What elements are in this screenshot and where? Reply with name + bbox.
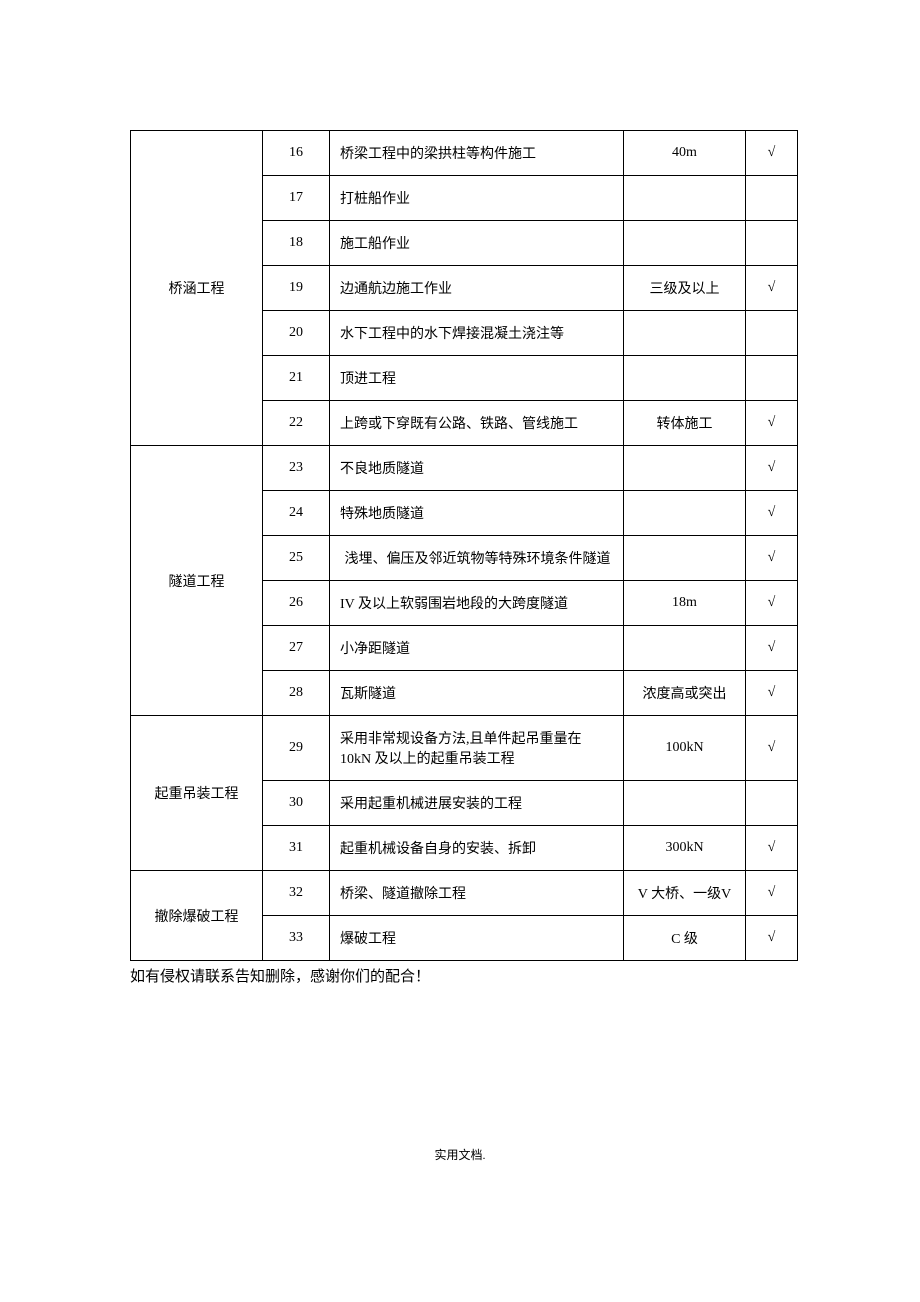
spec-cell — [624, 781, 746, 826]
description-cell: 采用起重机械进展安装的工程 — [330, 781, 624, 826]
spec-cell: 18m — [624, 581, 746, 626]
main-table: 桥涵工程16桥梁工程中的梁拱柱等构件施工40m√17打桩船作业18施工船作业19… — [130, 130, 798, 961]
spec-cell: 转体施工 — [624, 401, 746, 446]
spec-cell: 100kN — [624, 716, 746, 781]
table-row: 撤除爆破工程32桥梁、隧道撤除工程V 大桥、一级V√ — [131, 871, 798, 916]
spec-cell — [624, 221, 746, 266]
check-cell — [746, 356, 798, 401]
spec-cell — [624, 491, 746, 536]
check-cell: √ — [746, 671, 798, 716]
description-cell: 采用非常规设备方法,且单件起吊重量在 10kN 及以上的起重吊装工程 — [330, 716, 624, 781]
spec-cell — [624, 311, 746, 356]
description-cell: 顶进工程 — [330, 356, 624, 401]
category-cell: 隧道工程 — [131, 446, 263, 716]
spec-cell — [624, 626, 746, 671]
number-cell: 25 — [263, 536, 330, 581]
spec-cell: C 级 — [624, 916, 746, 961]
description-cell: 起重机械设备自身的安装、拆卸 — [330, 826, 624, 871]
check-cell: √ — [746, 871, 798, 916]
check-cell: √ — [746, 401, 798, 446]
number-cell: 18 — [263, 221, 330, 266]
number-cell: 22 — [263, 401, 330, 446]
description-cell: 不良地质隧道 — [330, 446, 624, 491]
check-cell: √ — [746, 716, 798, 781]
spec-cell: V 大桥、一级V — [624, 871, 746, 916]
category-cell: 起重吊装工程 — [131, 716, 263, 871]
spec-cell — [624, 536, 746, 581]
table-row: 桥涵工程16桥梁工程中的梁拱柱等构件施工40m√ — [131, 131, 798, 176]
spec-cell — [624, 446, 746, 491]
description-cell: 上跨或下穿既有公路、铁路、管线施工 — [330, 401, 624, 446]
check-cell — [746, 311, 798, 356]
table-row: 隧道工程23不良地质隧道√ — [131, 446, 798, 491]
number-cell: 20 — [263, 311, 330, 356]
number-cell: 23 — [263, 446, 330, 491]
check-cell: √ — [746, 916, 798, 961]
spec-cell: 浓度高或突出 — [624, 671, 746, 716]
description-cell: 浅埋、偏压及邻近筑物等特殊环境条件隧道 — [330, 536, 624, 581]
number-cell: 24 — [263, 491, 330, 536]
spec-cell: 三级及以上 — [624, 266, 746, 311]
description-cell: 边通航边施工作业 — [330, 266, 624, 311]
description-cell: 特殊地质隧道 — [330, 491, 624, 536]
spec-cell — [624, 176, 746, 221]
table-row: 起重吊装工程29采用非常规设备方法,且单件起吊重量在 10kN 及以上的起重吊装… — [131, 716, 798, 781]
description-cell: 桥梁工程中的梁拱柱等构件施工 — [330, 131, 624, 176]
check-cell — [746, 176, 798, 221]
check-cell: √ — [746, 491, 798, 536]
description-cell: 水下工程中的水下焊接混凝土浇注等 — [330, 311, 624, 356]
category-cell: 桥涵工程 — [131, 131, 263, 446]
number-cell: 27 — [263, 626, 330, 671]
spec-cell — [624, 356, 746, 401]
number-cell: 16 — [263, 131, 330, 176]
page-footer: 实用文档. — [130, 1146, 790, 1163]
number-cell: 32 — [263, 871, 330, 916]
check-cell: √ — [746, 536, 798, 581]
category-cell: 撤除爆破工程 — [131, 871, 263, 961]
description-cell: IV 及以上软弱围岩地段的大跨度隧道 — [330, 581, 624, 626]
description-cell: 爆破工程 — [330, 916, 624, 961]
check-cell: √ — [746, 446, 798, 491]
spec-cell: 40m — [624, 131, 746, 176]
spec-cell: 300kN — [624, 826, 746, 871]
number-cell: 30 — [263, 781, 330, 826]
check-cell: √ — [746, 826, 798, 871]
check-cell: √ — [746, 266, 798, 311]
number-cell: 33 — [263, 916, 330, 961]
description-cell: 桥梁、隧道撤除工程 — [330, 871, 624, 916]
number-cell: 26 — [263, 581, 330, 626]
check-cell — [746, 221, 798, 266]
check-cell — [746, 781, 798, 826]
description-cell: 施工船作业 — [330, 221, 624, 266]
check-cell: √ — [746, 581, 798, 626]
number-cell: 28 — [263, 671, 330, 716]
number-cell: 31 — [263, 826, 330, 871]
footer-note: 如有侵权请联系告知删除，感谢你们的配合！ — [130, 965, 790, 986]
number-cell: 17 — [263, 176, 330, 221]
description-cell: 瓦斯隧道 — [330, 671, 624, 716]
number-cell: 21 — [263, 356, 330, 401]
description-cell: 小净距隧道 — [330, 626, 624, 671]
number-cell: 19 — [263, 266, 330, 311]
check-cell: √ — [746, 131, 798, 176]
check-cell: √ — [746, 626, 798, 671]
description-cell: 打桩船作业 — [330, 176, 624, 221]
number-cell: 29 — [263, 716, 330, 781]
